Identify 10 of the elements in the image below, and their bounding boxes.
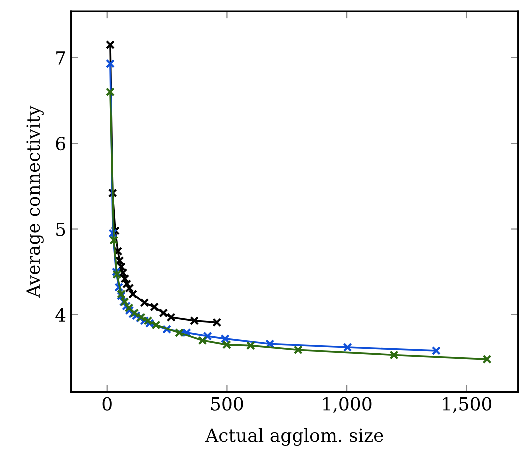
y-tick-label: 5: [56, 222, 66, 236]
x-axis-title: Actual agglom. size: [205, 428, 384, 446]
x-tick-label: 1,500: [443, 397, 492, 414]
x-tick-label: 0: [102, 397, 112, 411]
y-axis-title: Average connectivity: [26, 106, 44, 298]
y-tick-label: 4: [56, 308, 66, 322]
x-tick-label: 1,000: [323, 397, 372, 414]
x-tick-label: 500: [212, 397, 244, 411]
y-tick-label: 7: [56, 52, 66, 65]
y-tick-label: 6: [56, 137, 66, 151]
